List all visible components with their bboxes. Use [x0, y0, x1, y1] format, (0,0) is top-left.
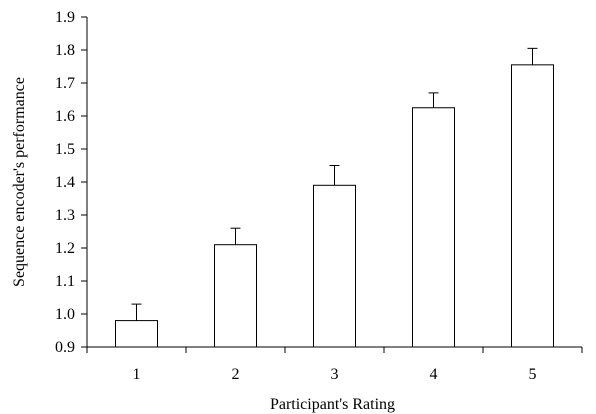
- y-tick-label: 1.8: [55, 42, 75, 59]
- bar-2: [214, 244, 257, 348]
- bar-3: [313, 184, 356, 348]
- y-axis-ticks: 0.9 1.0 1.1 1.2 1.3 1.4 1.5 1.6 1.7 1.8 1.9: [55, 9, 87, 356]
- y-tick-label: 0.9: [55, 339, 75, 356]
- y-tick-label: 1.7: [55, 75, 75, 92]
- x-tick-label: 1: [133, 366, 141, 383]
- y-axis-title: Sequence encoder's performance: [11, 77, 28, 287]
- bar-1: [115, 320, 158, 348]
- bar-4: [412, 107, 455, 348]
- y-tick-label: 1.4: [55, 174, 75, 191]
- x-axis-title: Participant's Rating: [270, 396, 395, 413]
- x-tick-label: 5: [529, 366, 537, 383]
- y-tick-label: 1.6: [55, 108, 75, 125]
- x-tick-label: 4: [430, 366, 438, 383]
- bar-5: [511, 64, 554, 348]
- y-tick-label: 1.5: [55, 141, 75, 158]
- bars: [115, 47, 554, 348]
- y-tick-label: 1.2: [55, 240, 75, 257]
- x-tick-label: 3: [331, 366, 339, 383]
- y-tick-label: 1.1: [55, 273, 75, 290]
- y-tick-label: 1.3: [55, 207, 75, 224]
- x-tick-label: 2: [232, 366, 240, 383]
- x-axis-ticks: 1 2 3 4 5: [86, 347, 583, 383]
- y-tick-label: 1.9: [55, 9, 75, 26]
- y-tick-label: 1.0: [55, 306, 75, 323]
